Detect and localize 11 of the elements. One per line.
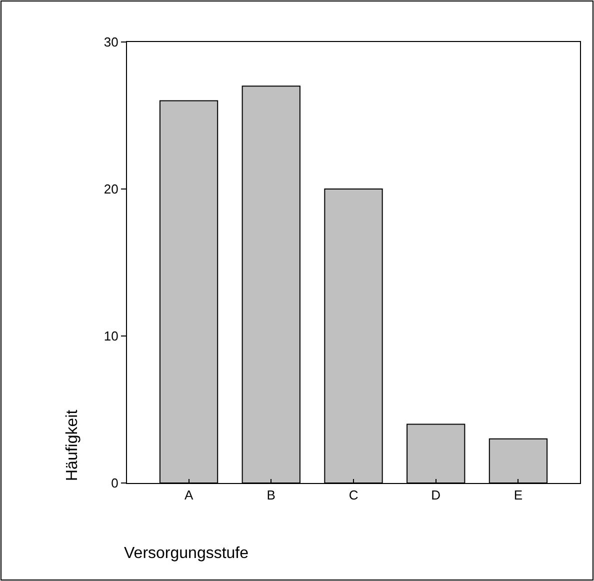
y-tick-label: 20 [104,182,118,197]
y-tick-label: 0 [111,476,118,491]
x-tick-label: B [266,488,276,503]
x-tick-label: A [184,488,194,503]
x-tick-label: C [348,488,358,503]
x-axis-title: Versorgungsstufe [124,545,249,562]
y-axis-title: Häufigkeit [64,409,81,481]
y-tick-label: 10 [104,328,118,344]
y-tick-label: 30 [104,34,118,50]
x-tick-label: E [514,488,523,503]
x-tick-label: D [431,488,441,503]
